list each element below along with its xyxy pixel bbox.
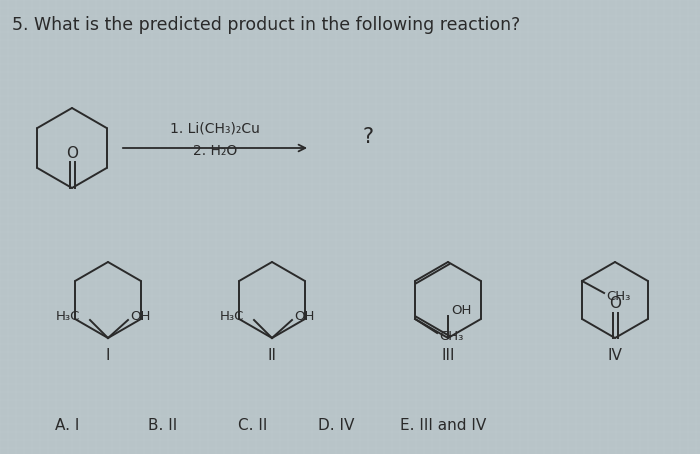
Text: O: O <box>66 145 78 161</box>
Text: III: III <box>441 348 455 363</box>
Text: OH: OH <box>451 305 471 317</box>
Text: CH₃: CH₃ <box>606 291 631 304</box>
Text: H₃C: H₃C <box>56 310 80 322</box>
Text: E. III and IV: E. III and IV <box>400 418 486 433</box>
Text: A. I: A. I <box>55 418 79 433</box>
Text: CH₃: CH₃ <box>439 331 463 344</box>
Text: D. IV: D. IV <box>318 418 354 433</box>
Text: 2. H₂O: 2. H₂O <box>193 144 237 158</box>
Text: IV: IV <box>608 348 622 363</box>
Text: OH: OH <box>294 310 314 322</box>
Text: ?: ? <box>363 127 374 147</box>
Text: 5. What is the predicted product in the following reaction?: 5. What is the predicted product in the … <box>12 16 520 34</box>
Text: C. II: C. II <box>238 418 267 433</box>
Text: H₃C: H₃C <box>220 310 244 322</box>
Text: I: I <box>106 348 111 363</box>
Text: 1. Li(CH₃)₂Cu: 1. Li(CH₃)₂Cu <box>170 122 260 136</box>
Text: OH: OH <box>130 310 150 322</box>
Text: II: II <box>267 348 276 363</box>
Text: O: O <box>609 296 621 311</box>
Text: B. II: B. II <box>148 418 177 433</box>
